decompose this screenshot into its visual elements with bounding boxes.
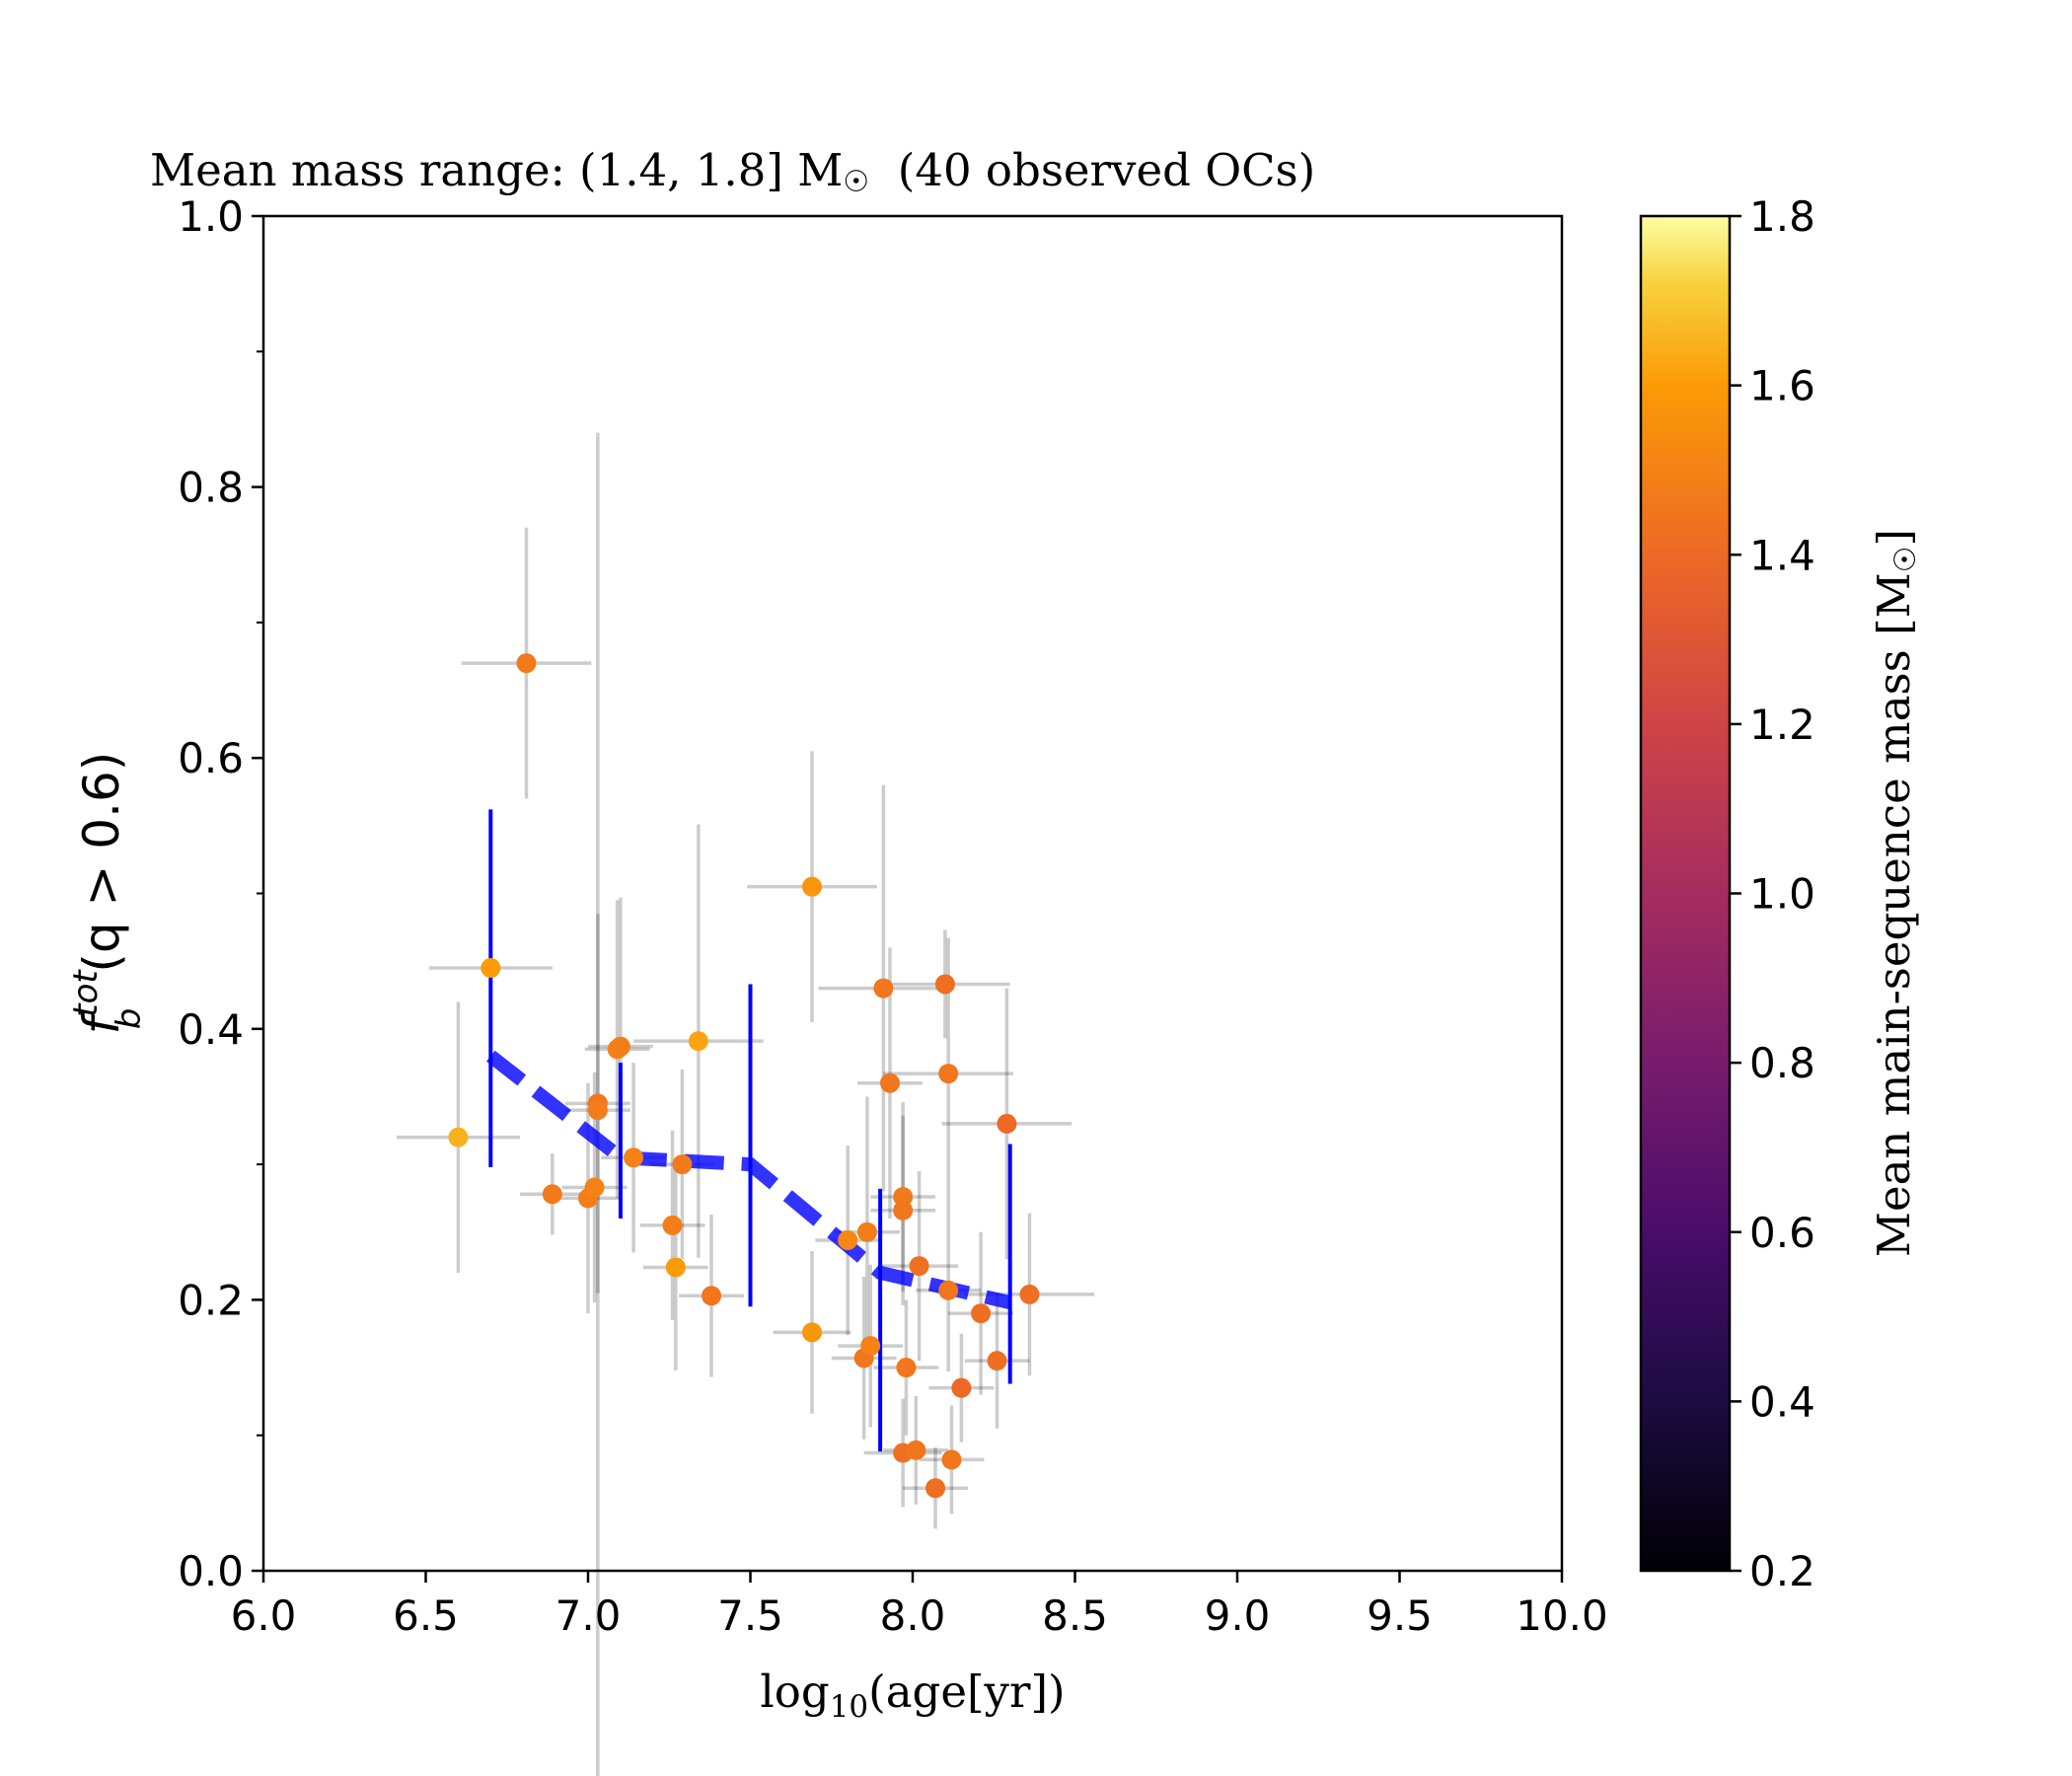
x-tick-label: 7.5	[717, 1591, 783, 1640]
y-tick-label: 0.4	[178, 1005, 244, 1054]
data-point	[702, 1286, 722, 1306]
colorbar-tick-label: 1.4	[1749, 531, 1815, 579]
error-bars	[396, 432, 1095, 1776]
data-point	[688, 1031, 708, 1052]
data-point	[860, 1336, 881, 1357]
data-point	[909, 1256, 929, 1277]
y-axis-label: ftotb(q > 0.6)	[66, 752, 149, 1035]
y-tick-label: 0.2	[178, 1276, 244, 1324]
y-axis: 0.0 0.2 0.4 0.6 0.8 1.0	[178, 192, 263, 1595]
data-point	[662, 1215, 683, 1235]
data-point	[925, 1478, 946, 1499]
data-point	[448, 1127, 469, 1147]
data-point	[906, 1440, 926, 1460]
data-point	[665, 1257, 686, 1278]
data-point	[893, 1187, 914, 1208]
y-tick-label: 1.0	[178, 192, 244, 241]
data-point	[802, 1322, 823, 1343]
data-point	[542, 1184, 562, 1205]
y-tick-label: 0.6	[178, 734, 244, 782]
x-axis: 6.0 6.5 7.0 7.5 8.0 8.5 9.0 9.5 10.0	[231, 1571, 1608, 1640]
x-tick-label: 7.0	[555, 1591, 622, 1640]
data-point	[856, 1221, 877, 1242]
data-point	[893, 1200, 914, 1221]
data-point	[624, 1147, 644, 1168]
x-tick-label: 9.0	[1205, 1591, 1271, 1640]
y-tick-label: 0.8	[178, 464, 244, 512]
colorbar-tick-label: 0.6	[1749, 1209, 1815, 1257]
chart-title: Mean mass range: (1.4, 1.8] M☉ (40 obser…	[150, 144, 1315, 199]
data-point	[838, 1229, 858, 1250]
data-point	[516, 653, 537, 674]
x-tick-label: 8.5	[1042, 1591, 1108, 1640]
colorbar-ticks: 0.2 0.4 0.6 0.8 1.0 1.2 1.4 1.6 1.8	[1730, 192, 1815, 1595]
data-point	[873, 978, 894, 999]
x-tick-label: 8.0	[880, 1591, 946, 1640]
data-point	[802, 876, 823, 897]
data-point	[951, 1377, 972, 1398]
x-tick-label: 10.0	[1516, 1591, 1608, 1640]
colorbar-tick-label: 0.8	[1749, 1039, 1815, 1087]
data-point	[934, 974, 955, 995]
data-point	[938, 1064, 959, 1084]
y-tick-label: 0.0	[178, 1547, 244, 1595]
colorbar	[1639, 214, 1732, 1573]
data-point	[584, 1177, 605, 1198]
x-axis-label: log10(age[yr])	[760, 1665, 1065, 1725]
colorbar-tick-label: 0.4	[1749, 1377, 1815, 1426]
data-point	[896, 1358, 917, 1378]
colorbar-tick-label: 0.2	[1749, 1547, 1815, 1595]
data-point	[1019, 1284, 1040, 1304]
colorbar-tick-label: 1.0	[1749, 870, 1815, 919]
data-point	[610, 1036, 630, 1057]
data-point	[997, 1113, 1017, 1134]
trend-line	[485, 809, 1012, 1452]
colorbar-tick-label: 1.2	[1749, 701, 1815, 749]
trend-dashed-line	[485, 1050, 1012, 1309]
x-tick-label: 6.0	[231, 1591, 297, 1640]
colorbar-tick-label: 1.6	[1749, 362, 1815, 410]
data-point	[938, 1280, 959, 1300]
data-point	[672, 1154, 693, 1175]
data-point	[941, 1449, 962, 1470]
data-point	[481, 958, 501, 979]
data-point	[879, 1073, 900, 1093]
data-point	[987, 1351, 1007, 1371]
data-point	[587, 1100, 608, 1121]
x-tick-label: 6.5	[393, 1591, 459, 1640]
colorbar-tick-label: 1.8	[1749, 192, 1815, 241]
x-tick-label: 9.5	[1367, 1591, 1433, 1640]
scatter-points	[448, 653, 1040, 1499]
colorbar-label: Mean main-sequence mass [M☉]	[1868, 529, 1923, 1257]
data-point	[971, 1303, 992, 1324]
